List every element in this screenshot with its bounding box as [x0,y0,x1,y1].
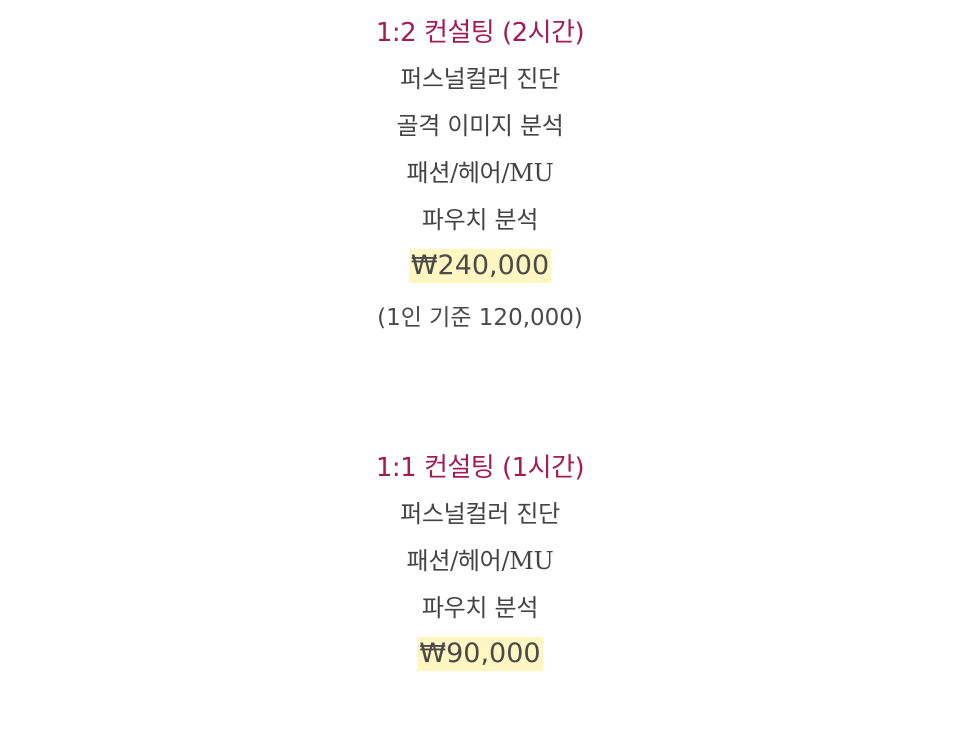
feature-item-personal-color: 퍼스널컬러 진단 [400,65,560,93]
feature-item-pouch-analysis: 파우치 분석 [421,594,539,622]
feature-item-body-image: 골격 이미지 분석 [396,112,564,140]
plan-1-to-2-consulting: 1:2 컨설팅 (2시간) 퍼스널컬러 진단 골격 이미지 분석 패션/헤어/M… [0,10,960,340]
plan-title: 1:2 컨설팅 (2시간) [375,18,585,48]
feature-item-fashion-hair-mu: 패션/헤어/MU [406,547,554,575]
feature-item-personal-color: 퍼스널컬러 진단 [400,500,560,528]
price-note: (1인 기준 120,000) [377,305,583,331]
feature-list: 퍼스널컬러 진단 골격 이미지 분석 패션/헤어/MU 파우치 분석 [0,56,960,244]
price-row: ₩240,000 [0,244,960,296]
price-row: ₩90,000 [0,632,960,684]
price: ₩240,000 [408,249,552,283]
feature-item-fashion-hair-mu: 패션/헤어/MU [406,159,554,187]
plan-1-to-1-consulting: 1:1 컨설팅 (1시간) 퍼스널컬러 진단 패션/헤어/MU 파우치 분석 ₩… [0,445,960,684]
plan-title: 1:1 컨설팅 (1시간) [375,453,585,483]
feature-item-pouch-analysis: 파우치 분석 [421,206,539,234]
price: ₩90,000 [417,637,543,671]
feature-list: 퍼스널컬러 진단 패션/헤어/MU 파우치 분석 [0,491,960,632]
